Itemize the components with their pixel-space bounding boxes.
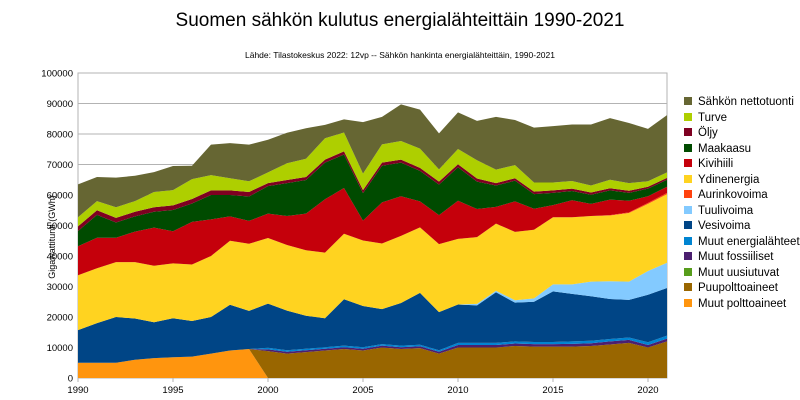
legend-label: Turve (698, 111, 727, 124)
series-area-12 (78, 132, 667, 227)
legend-swatch (684, 236, 692, 245)
y-tick-label: 80000 (47, 130, 73, 141)
legend-item: Muut polttoaineet (684, 297, 800, 313)
y-tick-label: 90000 (47, 99, 73, 110)
legend-item: Tuulivoima (684, 204, 800, 220)
legend-item: Sähkön nettotuonti (684, 95, 800, 111)
legend-label: Muut fossiiliset (698, 251, 774, 263)
legend-label: Vesivoima (698, 220, 751, 232)
x-tick-label: 2015 (542, 385, 563, 396)
series-area-10 (78, 154, 667, 247)
legend-label: Tuulivoima (698, 204, 754, 217)
legend-swatch (684, 283, 692, 291)
legend-swatch (684, 267, 692, 276)
legend-swatch (684, 298, 692, 307)
series-area-9 (78, 186, 667, 276)
chart-subtitle: Lähde: Tilastokeskus 2022: 12vp -- Sähkö… (245, 50, 555, 60)
legend-swatch (684, 97, 692, 105)
legend-label: Maakaasu (698, 142, 752, 155)
legend-swatch (684, 112, 692, 121)
y-tick-label: 20000 (47, 313, 73, 324)
y-tick-label: 30000 (47, 282, 73, 293)
x-tick-label: 2000 (257, 385, 278, 396)
legend-swatch (684, 128, 692, 136)
x-tick-label: 1995 (162, 385, 183, 396)
series-area-7 (78, 194, 667, 331)
legend-item: Muut energialähteet (684, 235, 800, 251)
legend-swatch (684, 221, 692, 229)
chart-title: Suomen sähkön kulutus energialähteittäin… (175, 10, 625, 31)
y-tick-label: 0 (68, 374, 73, 385)
legend-item: Puupolttoaineet (684, 281, 800, 297)
series-area-3 (78, 338, 667, 363)
legend-label: Aurinkovoima (698, 189, 768, 201)
legend-swatch (684, 205, 692, 214)
legend-label: Muut energialähteet (698, 235, 800, 248)
legend-item: Maakaasu (684, 142, 800, 158)
legend-label: Ydinenergia (698, 173, 760, 186)
legend-label: Muut uusiutuvat (698, 266, 780, 279)
y-tick-label: 100000 (41, 69, 73, 80)
y-tick-label: 50000 (47, 221, 73, 232)
legend-item: Muut fossiiliset (684, 250, 800, 266)
legend-item: Öljy (684, 126, 800, 142)
y-tick-label: 10000 (47, 343, 73, 354)
y-tick-label: 70000 (47, 160, 73, 171)
x-tick-label: 1990 (67, 385, 88, 396)
legend-item: Ydinenergia (684, 173, 800, 189)
legend-item: Turve (684, 111, 800, 127)
x-tick-label: 2005 (352, 385, 373, 396)
series-area-13 (78, 104, 667, 218)
legend-swatch (684, 159, 692, 167)
legend-item: Muut uusiutuvat (684, 266, 800, 282)
legend-item: Vesivoima (684, 219, 800, 235)
series-area-11 (78, 151, 667, 231)
legend-label: Muut polttoaineet (698, 297, 787, 310)
legend-label: Kivihiili (698, 158, 734, 170)
series-area-1 (78, 341, 667, 378)
series-area-0 (78, 349, 667, 378)
series-area-5 (78, 288, 667, 363)
x-tick-label: 2020 (637, 385, 658, 396)
series-area-4 (78, 335, 667, 363)
legend-swatch (684, 190, 692, 198)
legend-swatch (684, 174, 692, 183)
legend-item: Aurinkovoima (684, 188, 800, 204)
legend-swatch (684, 252, 692, 260)
legend-label: Sähkön nettotuonti (698, 96, 794, 108)
chart-legend: Sähkön nettotuonti Turve Öljy Maakaasu Kivih… (684, 95, 800, 312)
legend-item: Kivihiili (684, 157, 800, 173)
legend-swatch (684, 143, 692, 152)
y-tick-label: 60000 (47, 191, 73, 202)
x-tick-label: 2010 (447, 385, 468, 396)
legend-label: Öljy (698, 127, 718, 139)
y-tick-label: 40000 (47, 252, 73, 263)
legend-label: Puupolttoaineet (698, 282, 778, 294)
